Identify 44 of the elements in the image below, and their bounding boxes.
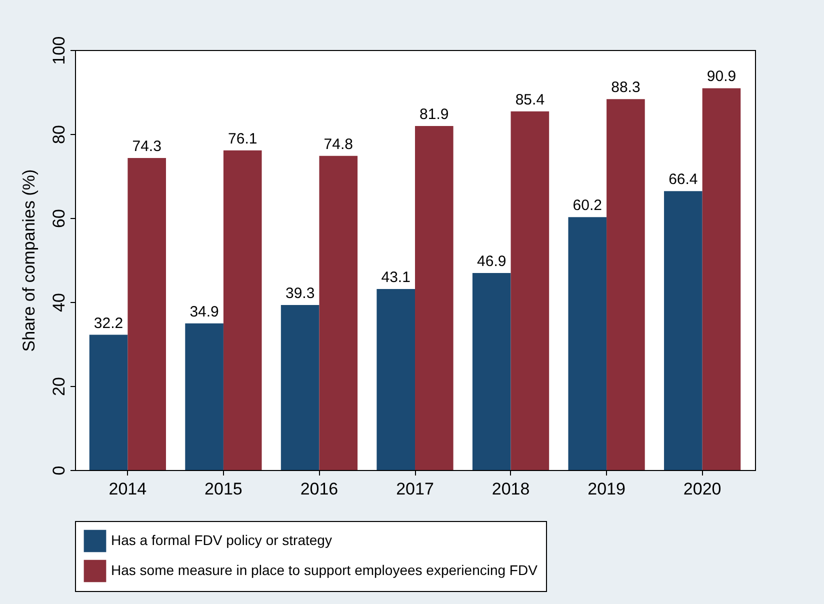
data-label: 76.1 bbox=[228, 130, 258, 148]
bar bbox=[89, 334, 128, 470]
data-label: 60.2 bbox=[572, 197, 602, 214]
y-tick-label: 0 bbox=[50, 466, 68, 476]
data-label: 81.9 bbox=[420, 106, 449, 124]
bar bbox=[376, 288, 415, 470]
data-label: 39.3 bbox=[285, 284, 315, 302]
data-label: 43.1 bbox=[381, 268, 410, 286]
legend-label: Has some measure in place to support employees experiencing FDV bbox=[111, 562, 538, 578]
data-label: 90.9 bbox=[706, 68, 736, 86]
data-label: 74.8 bbox=[324, 136, 353, 153]
bar bbox=[568, 217, 607, 470]
bar bbox=[606, 99, 645, 470]
bar bbox=[702, 88, 741, 470]
data-label: 85.4 bbox=[515, 91, 545, 108]
bar bbox=[664, 191, 702, 470]
data-label: 74.3 bbox=[132, 138, 162, 155]
x-tick-label: 2020 bbox=[683, 480, 722, 498]
bar bbox=[223, 150, 262, 470]
y-tick-label: 80 bbox=[50, 125, 68, 144]
x-tick-label: 2016 bbox=[300, 480, 338, 498]
x-tick-label: 2018 bbox=[492, 480, 530, 498]
bar bbox=[415, 126, 454, 470]
data-label: 46.9 bbox=[477, 253, 506, 270]
x-tick-label: 2014 bbox=[108, 480, 147, 498]
bar bbox=[472, 273, 511, 470]
x-tick-label: 2017 bbox=[396, 480, 434, 498]
x-tick-label: 2015 bbox=[204, 480, 242, 498]
legend-label: Has a formal FDV policy or strategy bbox=[111, 532, 332, 548]
data-label: 34.9 bbox=[190, 303, 219, 320]
y-tick-label: 100 bbox=[50, 36, 68, 65]
y-tick-label: 60 bbox=[50, 209, 68, 228]
bar bbox=[185, 323, 224, 470]
y-axis-title: Share of companies (%) bbox=[20, 169, 38, 352]
data-label: 66.4 bbox=[668, 171, 698, 188]
bar bbox=[510, 111, 550, 470]
data-label: 88.3 bbox=[611, 79, 640, 96]
data-label: 32.2 bbox=[94, 314, 124, 332]
y-tick-label: 40 bbox=[50, 293, 68, 312]
bar bbox=[319, 156, 358, 470]
y-tick-label: 20 bbox=[50, 377, 68, 396]
bar bbox=[280, 304, 320, 470]
bar bbox=[128, 158, 166, 470]
x-tick-label: 2019 bbox=[588, 480, 626, 498]
